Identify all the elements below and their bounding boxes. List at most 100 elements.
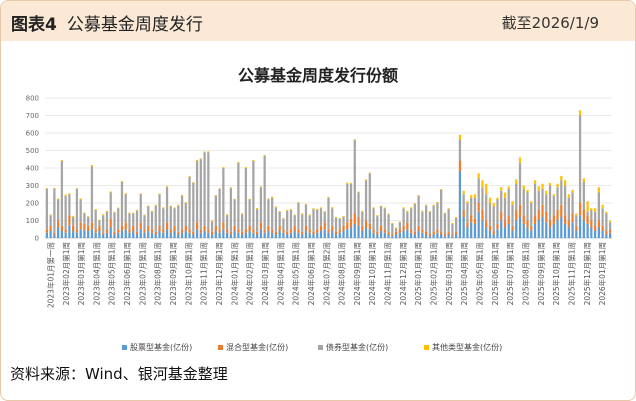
- bar-segment: [571, 189, 574, 193]
- bar-segment: [379, 206, 383, 226]
- bar-segment: [455, 217, 458, 218]
- bar-segment: [496, 197, 499, 200]
- bar-segment: [68, 225, 71, 238]
- bar-segment: [582, 220, 585, 238]
- bar-segment: [218, 229, 221, 233]
- bar-segment: [473, 224, 477, 238]
- bar-segment: [263, 155, 266, 230]
- bar-segment: [229, 187, 232, 189]
- bar-segment: [500, 220, 503, 238]
- x-tick-label: 2025年10月第1周: [551, 242, 561, 305]
- bar-segment: [526, 192, 529, 221]
- bar-segment: [68, 215, 71, 226]
- bar-segment: [297, 203, 300, 230]
- bar-segment: [323, 229, 326, 238]
- bar-segment: [64, 196, 67, 230]
- bar-segment: [609, 229, 612, 233]
- bar-segment: [545, 194, 548, 212]
- bar-segment: [391, 234, 394, 237]
- bar-segment: [436, 229, 439, 233]
- bar-segment: [244, 167, 248, 169]
- bar-segment: [492, 203, 495, 207]
- bar-segment: [593, 208, 597, 212]
- bar-segment: [413, 203, 416, 204]
- bar-segment: [353, 140, 356, 214]
- bar-segment: [274, 206, 278, 208]
- bar-segment: [83, 212, 86, 214]
- bar-segment: [387, 214, 390, 232]
- x-tick-label: 2023年03月第1周: [76, 242, 86, 305]
- bar-segment: [334, 217, 338, 232]
- bar-segment: [511, 204, 514, 226]
- x-tick-label: 2025年01月第1周: [413, 242, 423, 305]
- y-tick-label: 400: [26, 165, 39, 173]
- bar-segment: [267, 199, 270, 226]
- bar-segment: [556, 220, 559, 238]
- bar-segment: [49, 231, 52, 238]
- bar-segment: [248, 198, 251, 200]
- bar-segment: [237, 229, 240, 233]
- bar-segment: [139, 194, 142, 223]
- bar-segment: [195, 161, 199, 223]
- bar-segment: [597, 220, 600, 228]
- x-tick-label: 2024年03月第1周: [260, 242, 270, 305]
- bar-segment: [372, 208, 375, 230]
- bar-segment: [331, 208, 334, 226]
- bar-segment: [203, 225, 206, 231]
- bar-segment: [286, 209, 289, 211]
- bar-segment: [530, 225, 533, 231]
- bar-segment: [417, 225, 420, 231]
- bar-segment: [552, 224, 555, 238]
- bar-segment: [162, 229, 165, 233]
- bar-segment: [117, 208, 120, 230]
- bar-segment: [575, 231, 578, 238]
- bar-segment: [169, 205, 172, 207]
- bar-segment: [237, 162, 240, 230]
- bar-segment: [154, 234, 157, 238]
- x-tick-label: 2024年07月第2周: [321, 242, 331, 305]
- bar-segment: [98, 231, 101, 238]
- bar-segment: [79, 199, 82, 223]
- bar-segment: [563, 180, 567, 186]
- bar-segment: [83, 224, 86, 231]
- bar-segment: [391, 224, 394, 235]
- bar-segment: [394, 227, 398, 229]
- bar-segment: [545, 190, 548, 195]
- x-tick-label: 2024年01月第1周: [229, 242, 239, 305]
- bar-segment: [372, 229, 375, 233]
- bar-segment: [530, 231, 533, 238]
- bar-segment: [259, 229, 263, 238]
- bar-segment: [210, 220, 214, 222]
- bar-segment: [233, 199, 236, 226]
- bar-segment: [590, 210, 593, 221]
- bar-segment: [601, 204, 604, 209]
- bar-segment: [248, 225, 251, 231]
- bar-segment: [210, 221, 214, 232]
- bar-segment: [353, 139, 356, 140]
- bar-segment: [64, 229, 67, 233]
- bar-segment: [334, 234, 338, 238]
- bar-segment: [207, 151, 210, 153]
- bar-segment: [331, 231, 334, 238]
- bar-segment: [278, 211, 281, 212]
- x-tick-label: 2025年11月第1周: [567, 242, 577, 305]
- bar-segment: [432, 231, 435, 235]
- bar-segment: [560, 204, 563, 217]
- bar-segment: [256, 208, 259, 210]
- bar-segment: [477, 203, 480, 212]
- bar-segment: [443, 212, 447, 214]
- header-title: 图表4 公募基金周度发行: [11, 10, 203, 35]
- bar-segment: [342, 217, 345, 226]
- y-tick-label: 700: [26, 112, 39, 120]
- bar-segment: [241, 214, 244, 232]
- bar-segment: [90, 222, 94, 230]
- bar-segment: [481, 187, 484, 210]
- bar-segment: [60, 161, 64, 226]
- bar-segment: [417, 196, 420, 226]
- bar-segment: [383, 208, 386, 230]
- bar-segment: [597, 187, 600, 193]
- bar-segment: [327, 232, 330, 238]
- bar-segment: [57, 220, 60, 228]
- bar-segment: [289, 209, 293, 211]
